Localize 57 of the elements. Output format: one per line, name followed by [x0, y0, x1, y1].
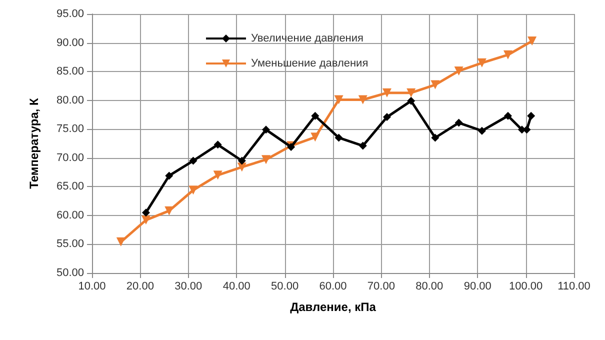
y-axis-title: Температура, К — [27, 97, 41, 189]
point — [527, 112, 536, 120]
point — [406, 88, 416, 98]
x-tick-label: 10.00 — [78, 280, 106, 292]
point — [141, 216, 150, 225]
point — [188, 186, 198, 195]
point — [431, 134, 440, 142]
point — [454, 118, 463, 127]
point — [334, 95, 344, 104]
point — [407, 96, 416, 105]
x-tick-label: 40.00 — [222, 280, 250, 292]
y-tick-label: 80.00 — [56, 94, 84, 106]
y-tick-label: 70.00 — [56, 152, 84, 164]
y-tick-label: 95.00 — [56, 8, 84, 20]
y-tick-label: 55.00 — [56, 238, 84, 250]
point — [214, 140, 222, 149]
x-tick-label: 70.00 — [367, 280, 395, 292]
point — [164, 206, 174, 216]
y-tick-label: 50.00 — [56, 267, 84, 279]
point — [165, 172, 174, 180]
point — [528, 36, 537, 46]
point — [382, 113, 391, 122]
x-tick-label: 90.00 — [464, 280, 492, 292]
x-tick-label: 100.00 — [508, 280, 543, 292]
point — [358, 95, 368, 104]
y-tick-label: 85.00 — [56, 66, 84, 78]
legend-label: Увеличение давления — [251, 32, 364, 44]
point — [142, 208, 150, 217]
point — [454, 66, 464, 76]
point — [310, 132, 320, 142]
point — [262, 126, 270, 134]
point — [116, 237, 126, 246]
point — [477, 58, 486, 68]
point — [238, 156, 246, 165]
point — [334, 134, 343, 142]
x-tick-label: 20.00 — [126, 280, 154, 292]
point — [503, 50, 512, 60]
point — [189, 156, 198, 165]
point — [478, 126, 486, 135]
x-axis-title: Давление, кПа — [290, 300, 376, 314]
legend-label: Уменьшение давления — [251, 58, 368, 70]
y-tick-label: 60.00 — [56, 209, 84, 222]
y-tick-label: 90.00 — [56, 36, 84, 49]
y-tick-label: 75.00 — [56, 123, 84, 136]
point — [213, 170, 222, 180]
point — [504, 112, 512, 120]
point — [262, 155, 270, 164]
x-tick-label: 80.00 — [416, 280, 444, 292]
x-tick-label: 50.00 — [271, 280, 299, 292]
x-tick-label: 110.00 — [558, 280, 590, 292]
point — [430, 80, 440, 90]
x-tick-label: 30.00 — [174, 280, 202, 292]
point — [382, 88, 392, 98]
x-tick-label: 60.00 — [319, 280, 347, 292]
point — [311, 112, 320, 120]
y-tick-label: 65.00 — [56, 180, 84, 193]
point — [358, 142, 367, 150]
